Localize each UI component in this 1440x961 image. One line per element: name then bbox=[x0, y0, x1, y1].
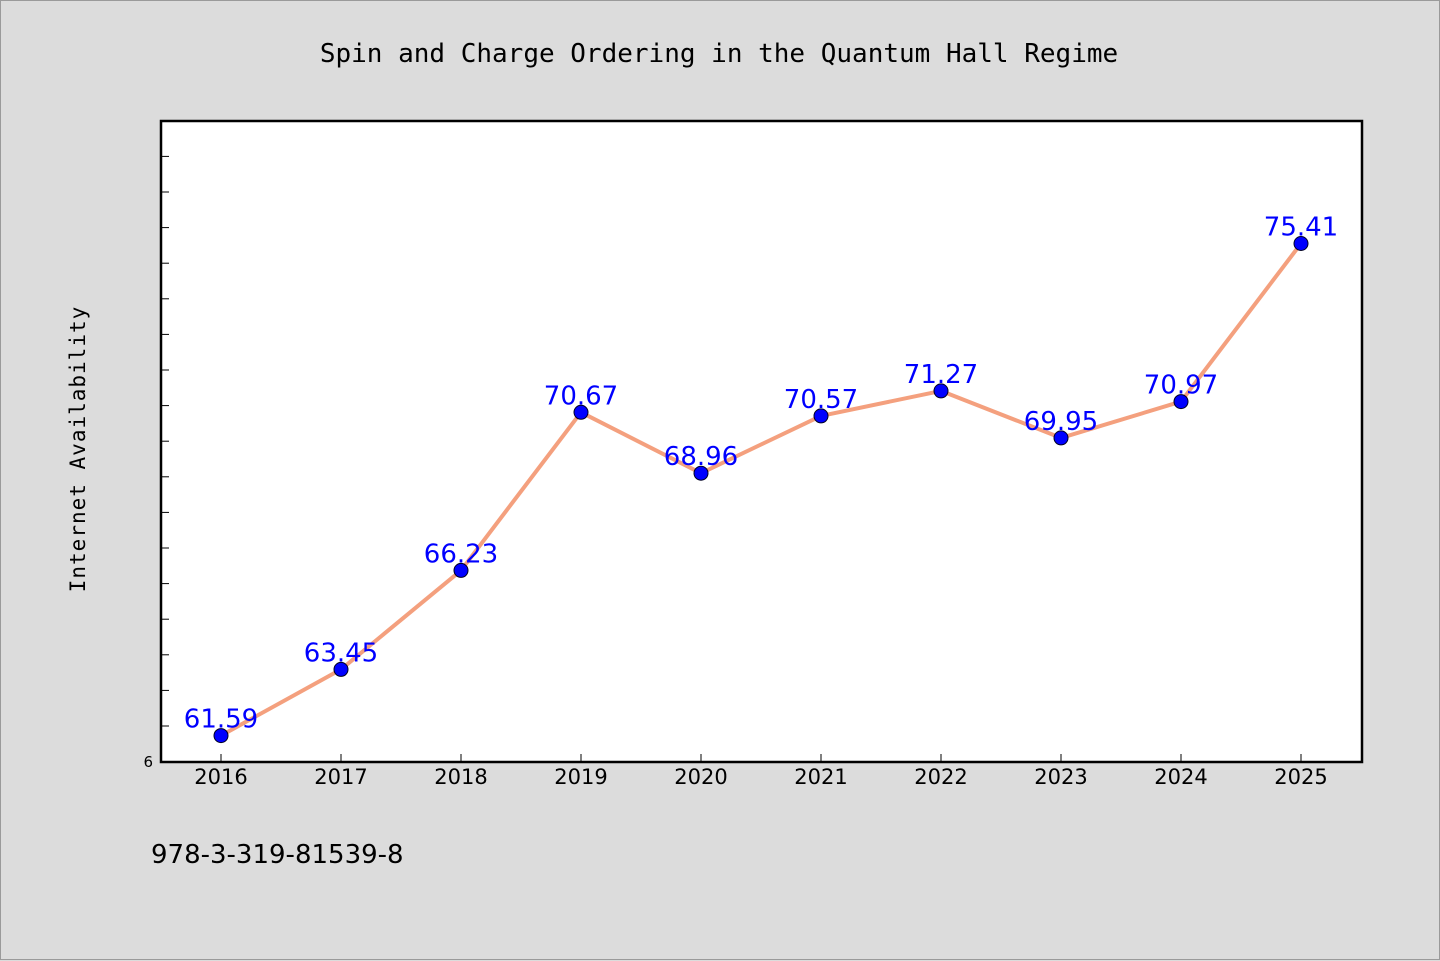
series-line-segment-2023-2024 bbox=[1059, 399, 1183, 440]
chart-title: Spin and Charge Ordering in the Quantum … bbox=[320, 39, 1118, 69]
series-line-segment-2020-2021 bbox=[699, 413, 823, 476]
x-axis-ticks: 2016 2017 2018 2019 2020 2021 2022 2023 2024 2025 bbox=[194, 754, 1328, 789]
series-line-segment-2019-2020 bbox=[579, 410, 703, 476]
data-point-2020 bbox=[693, 465, 709, 481]
data-markers bbox=[213, 236, 1309, 744]
data-label-2024: 70.97 bbox=[1144, 371, 1218, 401]
data-point-2023 bbox=[1053, 430, 1069, 446]
data-label-2019: 70.67 bbox=[544, 381, 618, 411]
x-tick-label-2018: 2018 bbox=[434, 765, 487, 789]
data-point-2025 bbox=[1293, 236, 1309, 251]
y-tick-label: 6 bbox=[143, 753, 153, 771]
x-tick-label-2022: 2022 bbox=[914, 765, 967, 789]
series-line-segment-2016-2017 bbox=[219, 667, 343, 738]
x-tick-label-2016: 2016 bbox=[194, 765, 247, 789]
x-tick-label-2017: 2017 bbox=[314, 765, 367, 789]
data-point-2022 bbox=[933, 383, 949, 399]
data-label-2018: 66.23 bbox=[424, 539, 498, 569]
x-tick-label-2021: 2021 bbox=[794, 765, 847, 789]
x-tick-label-2023: 2023 bbox=[1034, 765, 1087, 789]
data-label-2016: 61.59 bbox=[184, 705, 258, 735]
y-axis-label: Internet Availability bbox=[66, 306, 90, 593]
data-point-2024 bbox=[1173, 394, 1189, 410]
data-point-2021 bbox=[813, 408, 829, 424]
x-tick-label-2025: 2025 bbox=[1274, 765, 1327, 789]
data-label-2022: 71.27 bbox=[904, 360, 978, 390]
data-label-2023: 69.95 bbox=[1024, 407, 1098, 437]
series-line-segment-2022-2023 bbox=[939, 388, 1063, 440]
data-label-2021: 70.57 bbox=[784, 385, 858, 415]
x-tick-label-2019: 2019 bbox=[554, 765, 607, 789]
series-line-segment-2024-2025 bbox=[1179, 241, 1303, 404]
series-line-segment-2018-2019 bbox=[459, 410, 583, 573]
data-label-2025: 75.41 bbox=[1264, 213, 1338, 243]
x-tick-label-2020: 2020 bbox=[674, 765, 727, 789]
data-label-2020: 68.96 bbox=[664, 442, 738, 472]
data-labels: 61.59 63.45 66.23 70.67 68.96 70.57 71.27 69.95… bbox=[184, 213, 1338, 735]
data-label-2017: 63.45 bbox=[304, 638, 378, 668]
series-line-group bbox=[219, 241, 1303, 738]
x-tick-label-2024: 2024 bbox=[1154, 765, 1207, 789]
data-point-2016 bbox=[213, 728, 229, 744]
y-axis-ticks bbox=[161, 155, 169, 727]
data-point-2019 bbox=[573, 404, 589, 420]
isbn-text: 978-3-319-81539-8 bbox=[151, 840, 404, 870]
data-point-2017 bbox=[333, 661, 349, 677]
series-line-segment-2017-2018 bbox=[339, 568, 463, 672]
data-point-2018 bbox=[453, 562, 469, 578]
series-line-segment-2021-2022 bbox=[819, 388, 943, 418]
